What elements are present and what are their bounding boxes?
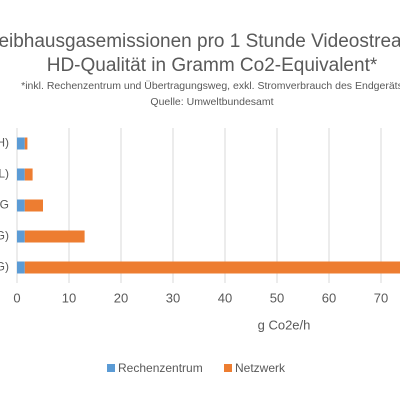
x-tick-label: 20: [114, 290, 128, 305]
bar-segment: [24, 168, 33, 181]
y-tick-label: Kupfer (VDSL): [0, 167, 9, 181]
x-tick-label: 60: [322, 290, 336, 305]
x-tick-label: 0: [13, 290, 20, 305]
bar-segment: [17, 137, 25, 150]
bar-segment: [24, 137, 28, 150]
y-tick-label: 5G: [0, 198, 9, 212]
x-axis-label: g Co2e/h: [258, 317, 311, 332]
chart-title: HD-Qualität in Gramm Co2-Equivalent*: [47, 55, 378, 76]
bar-segment: [17, 199, 25, 212]
bar-segment: [17, 168, 25, 181]
x-tick-label: 50: [270, 290, 284, 305]
legend-swatch: [224, 364, 232, 372]
legend-swatch: [107, 364, 115, 372]
bar-segment: [17, 261, 25, 274]
y-tick-label: Glasfaser (FTTH): [0, 136, 9, 150]
bar-segment: [24, 199, 43, 212]
legend-label: Netzwerk: [235, 361, 286, 375]
bar-segment: [24, 261, 400, 274]
chart-subtitle: *inkl. Rechenzentrum und Übertragungsweg…: [21, 80, 400, 92]
y-tick-label: UMTS (3G): [0, 260, 9, 274]
x-tick-label: 10: [62, 290, 76, 305]
legend-label: Rechenzentrum: [118, 361, 203, 375]
x-tick-label: 40: [218, 290, 232, 305]
x-tick-label: 70: [374, 290, 388, 305]
chart-title: Treibhausgasemissionen pro 1 Stunde Vide…: [0, 31, 400, 52]
y-tick-label: LTE (4G): [0, 229, 9, 243]
bar-segment: [17, 230, 25, 243]
x-tick-label: 30: [166, 290, 180, 305]
chart-source: Quelle: Umweltbundesamt: [150, 96, 273, 108]
bar-segment: [24, 230, 85, 243]
